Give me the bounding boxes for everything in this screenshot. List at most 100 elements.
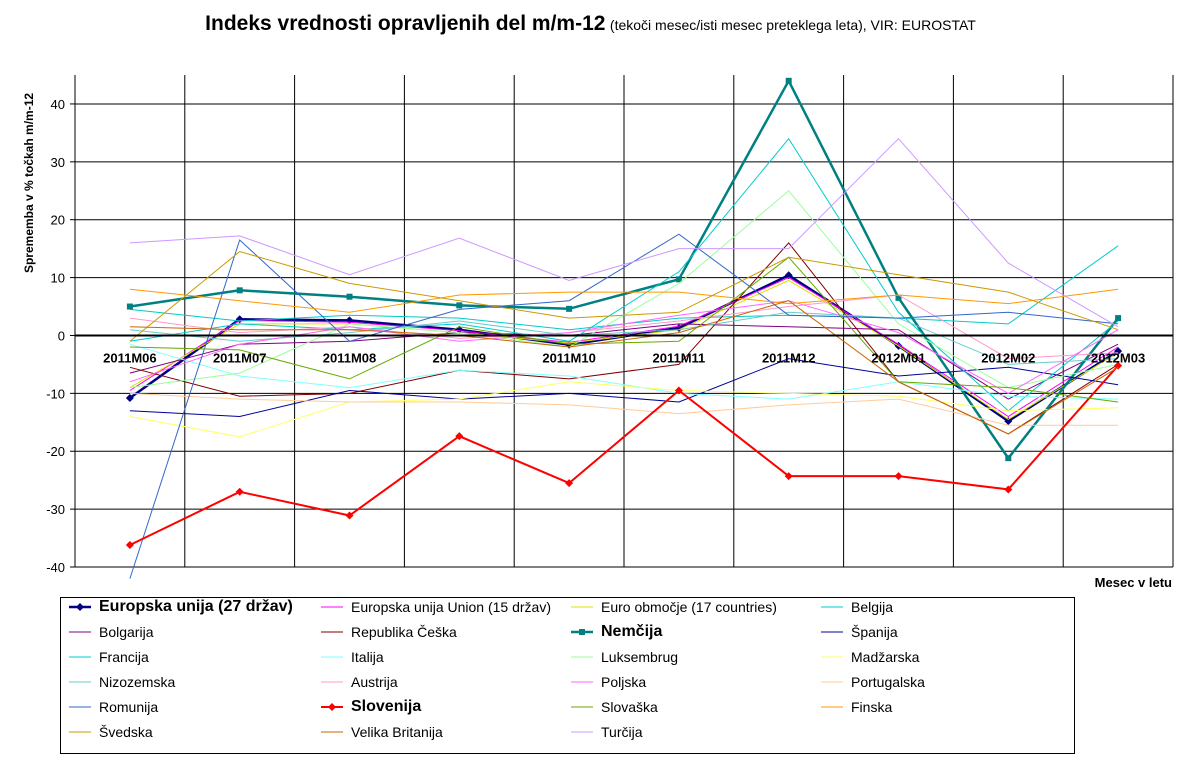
legend-entry: Poljska [571,671,646,693]
legend-entry: Nizozemska [69,671,175,693]
legend-label: Slovenija [351,698,422,715]
y-tick-label: -30 [46,502,65,517]
legend-entry: Europska unija Union (15 držav) [321,596,551,618]
legend-swatch [321,656,343,658]
line-chart: -40 -30 -20 -10 0 10 20 30 40 2011M06 2011M07 2011M… [22,75,1174,590]
legend-swatch [821,631,843,633]
legend-entry: Belgija [821,596,893,618]
x-tick-label: 2011M09 [433,350,487,365]
legend-label: Republika Češka [351,624,457,640]
x-tick-label: 2011M07 [213,350,267,365]
legend-swatch [321,681,343,683]
legend-label: Madžarska [851,649,920,665]
data-point [784,472,793,481]
data-point [895,294,902,301]
legend-label: Austrija [351,674,398,690]
data-point [235,487,244,496]
legend-label: Luksembrug [601,649,679,665]
chart-title-main: Indeks vrednosti opravljenih del m/m-12 [205,12,606,35]
legend-entry: Euro območje (17 countries) [571,596,777,618]
x-tick-label: 2012M01 [871,350,925,365]
legend-entry: Francija [69,646,149,668]
data-point [346,293,353,300]
legend-label: Španija [851,624,898,640]
legend-swatch [821,606,843,608]
data-point [785,77,792,84]
series-line [129,343,1119,400]
series-line [129,311,1119,365]
legend-entry: Italija [321,646,384,668]
legend-entry: Švedska [69,721,153,743]
legend-entry: Romunija [69,696,158,718]
legend-swatch [321,606,343,608]
data-point [566,305,573,312]
data-point [1115,315,1122,322]
legend-label: Belgija [851,599,894,615]
legend-swatch [321,703,343,711]
legend-entry: Portugalska [821,671,925,693]
legend-entry: Luksembrug [571,646,678,668]
data-point [126,303,133,310]
legend-entry: Nemčija [571,621,662,643]
legend-swatch [571,706,593,708]
series-line [129,300,1119,435]
legend-swatch [69,706,91,708]
legend-entry: Republika Češka [321,621,457,643]
x-tick-label: 2011M08 [323,350,377,365]
legend-label: Francija [99,649,149,665]
legend-label: Europska unija (27 držav) [99,598,293,615]
y-tick-label: 20 [51,213,65,228]
legend-swatch [571,731,593,733]
y-tick-label: 10 [51,271,65,286]
legend-label: Finska [851,699,893,715]
legend-entry: Slovenija [321,696,421,718]
data-point [345,511,354,520]
series-lines [125,77,1123,579]
legend-swatch [821,706,843,708]
series-line [129,323,1119,400]
legend-label: Euro območje (17 countries) [601,599,777,615]
legend: Europska unija (27 držav) Europska unija … [60,597,1075,754]
y-axis-label: Sprememba v % točkah m/m-12 [22,93,36,273]
legend-label: Europska unija Union (15 držav) [351,599,551,615]
legend-swatch [821,681,843,683]
legend-swatch [821,656,843,658]
chart-title: Indeks vrednosti opravljenih del m/m-12 … [0,12,1181,36]
legend-swatch [69,603,91,611]
x-tick-label: 2011M12 [762,350,816,365]
legend-label: Turčija [601,724,643,740]
legend-entry: Bolgarija [69,621,153,643]
data-point [455,432,464,441]
legend-swatch [571,629,593,635]
series-line [129,137,1119,412]
legend-entry: Velika Britanija [321,721,443,743]
legend-swatch [321,731,343,733]
y-tick-label: -40 [46,560,65,575]
data-point [675,276,682,283]
series-line [129,78,1120,461]
series-line [129,250,1119,342]
y-tick-label: 30 [51,155,65,170]
data-point [674,386,683,395]
data-point [1004,417,1013,426]
series-line [129,392,1119,426]
data-point [894,472,903,481]
data-point [1005,455,1012,462]
series-line [129,358,1119,418]
y-tick-label: -10 [46,386,65,401]
x-tick-label: 2011M11 [653,350,706,365]
legend-label: Poljska [601,674,647,690]
series-line [129,288,1119,313]
series-line [129,256,1119,403]
series-line [129,381,1119,438]
data-point [236,287,243,294]
legend-entry: Austrija [321,671,398,693]
legend-swatch [69,731,91,733]
legend-entry: Slovaška [571,696,658,718]
legend-swatch [321,631,343,633]
x-tick-label: 2011M10 [542,350,596,365]
legend-label: Nemčija [601,623,663,640]
data-point [565,479,574,488]
legend-entry: Madžarska [821,646,919,668]
legend-label: Portugalska [851,674,925,690]
